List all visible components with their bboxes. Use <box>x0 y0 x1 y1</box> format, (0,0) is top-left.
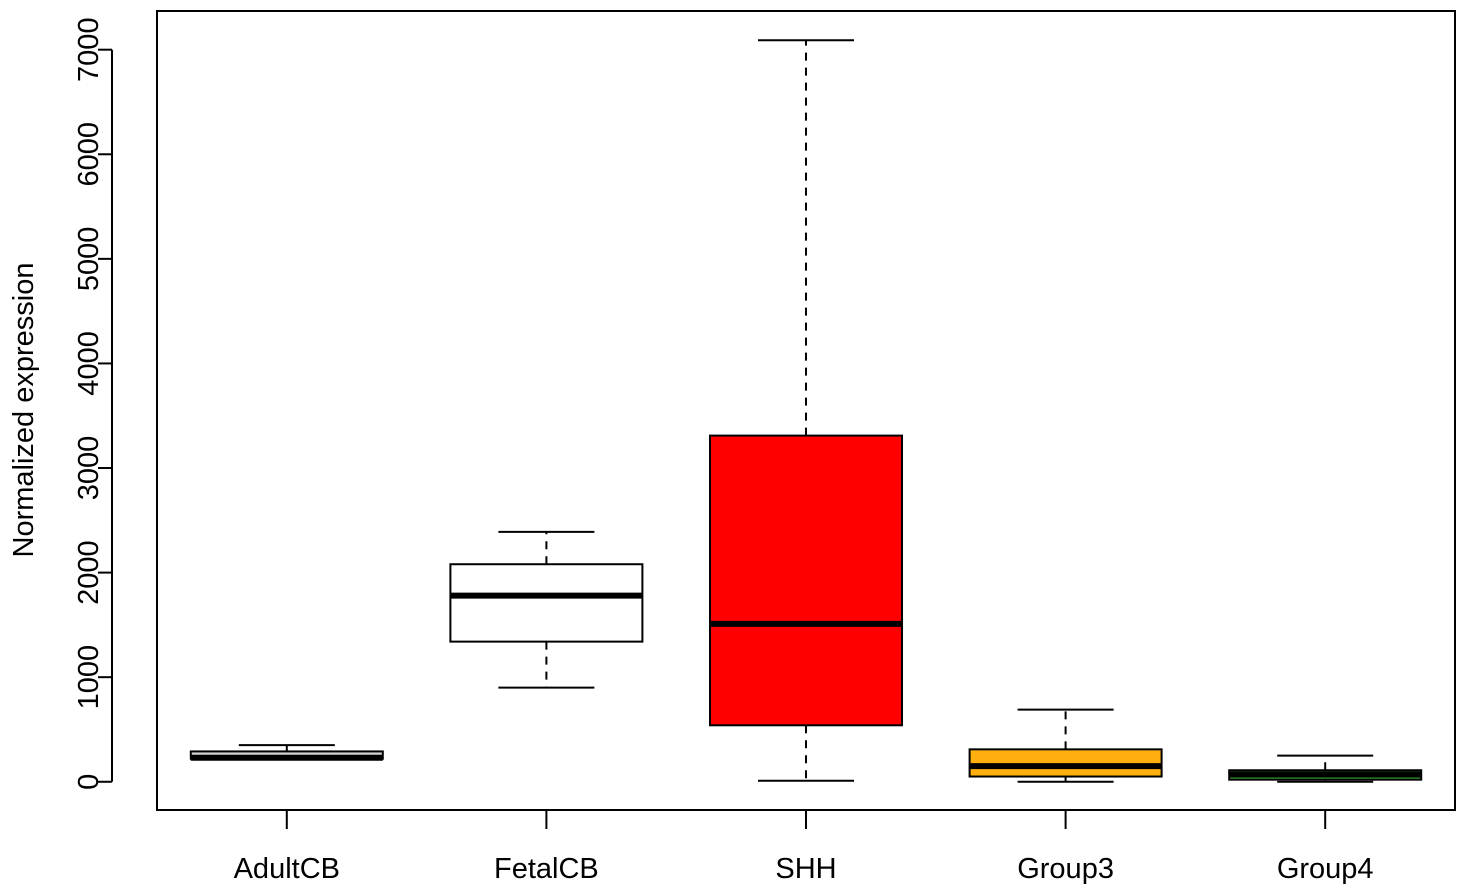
x-tick-label: FetalCB <box>494 853 599 885</box>
x-tick-label: Group4 <box>1277 853 1374 885</box>
box-adultcb <box>189 744 384 761</box>
box-group3 <box>968 708 1163 783</box>
box-shh <box>709 39 903 782</box>
y-tick-label: 4000 <box>73 331 105 396</box>
box-iqr <box>709 434 903 727</box>
y-tick-label: 7000 <box>73 17 105 82</box>
box-iqr <box>968 748 1163 778</box>
x-tick-label: Group3 <box>1017 853 1114 885</box>
x-axis-ticks: AdultCB FetalCB SHH Group3 Group4 <box>234 810 1374 885</box>
y-axis-title: Normalized expression <box>8 263 40 558</box>
y-tick-label: 1000 <box>73 645 105 710</box>
box-group4 <box>1228 754 1423 783</box>
y-axis-ticks: 0 1000 2000 3000 4000 5000 6000 7000 <box>73 17 112 790</box>
x-tick-label: AdultCB <box>234 853 340 885</box>
y-tick-label: 3000 <box>73 436 105 501</box>
y-tick-label: 2000 <box>73 540 105 605</box>
y-tick-label: 0 <box>73 774 105 790</box>
x-tick-label: SHH <box>775 853 836 885</box>
box-series <box>189 39 1423 783</box>
box-iqr <box>449 563 644 643</box>
y-tick-label: 5000 <box>73 227 105 292</box>
y-tick-label: 6000 <box>73 122 105 187</box>
box-fetalcb <box>449 530 644 689</box>
